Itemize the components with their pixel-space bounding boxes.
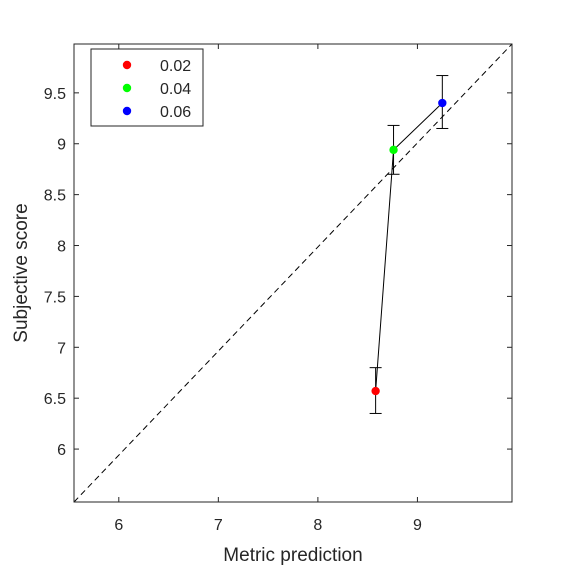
x-axis-title: Metric prediction	[223, 545, 362, 566]
legend-label-0: 0.02	[160, 58, 191, 75]
data-point-1	[389, 145, 398, 155]
legend: 0.02 0.04 0.06	[90, 48, 204, 127]
x-tick-label: 8	[313, 517, 322, 534]
legend-label-1: 0.04	[160, 81, 191, 98]
plot-area	[73, 43, 513, 503]
axes: 6 7 8 9 6 6.5 7 7.5 8 8.5 9 9.5	[44, 43, 513, 534]
y-tick-label: 7	[57, 340, 66, 357]
x-tick-label: 7	[214, 517, 223, 534]
y-tick-label: 6	[57, 442, 66, 459]
legend-label-2: 0.06	[160, 104, 191, 121]
y-axis-title: Subjective score	[11, 203, 32, 342]
y-tick-label: 9.5	[44, 86, 66, 103]
reference-line	[73, 43, 513, 503]
legend-box	[90, 48, 204, 127]
legend-marker-0	[122, 60, 132, 70]
x-tick-label: 9	[413, 517, 422, 534]
y-tick-label: 7.5	[44, 289, 66, 306]
y-tick-label: 9	[57, 137, 66, 154]
data-point-2	[438, 98, 447, 108]
x-tick-label: 6	[114, 517, 123, 534]
legend-marker-1	[122, 83, 132, 93]
legend-marker-2	[122, 106, 132, 116]
y-tick-label: 8.5	[44, 188, 66, 205]
axes-box	[73, 43, 513, 503]
y-tick-label: 6.5	[44, 391, 66, 408]
data-point-0	[371, 386, 380, 396]
y-tick-label: 8	[57, 239, 66, 256]
